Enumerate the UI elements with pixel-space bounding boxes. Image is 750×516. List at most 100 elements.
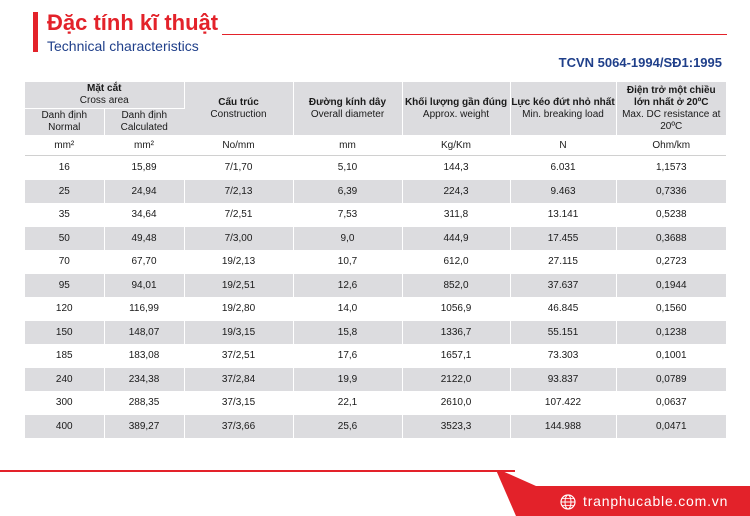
cell-breaking-load: 93.837 [510,367,617,391]
cell-calculated: 183,08 [104,344,185,368]
units-row: mm² mm² No/mm mm Kg/Km N Ohm/km [25,135,726,156]
cell-weight: 852,0 [402,273,511,297]
table-row: 150 148,07 19/3,15 15,8 1336,7 55.151 0,1238 [25,320,726,344]
cell-breaking-load: 37.637 [510,273,617,297]
cell-weight: 311,8 [402,203,511,227]
cell-normal: 16 [25,155,105,180]
cell-resistance: 0,1560 [616,297,726,321]
table-row: 25 24,94 7/2,13 6,39 224,3 9.463 0,7336 [25,179,726,203]
header-cross-area: Mặt cắt Cross area [25,82,185,109]
cell-resistance: 0,1238 [616,320,726,344]
cell-normal: 25 [25,179,105,203]
cell-diameter: 6,39 [293,179,403,203]
page-title: Đặc tính kĩ thuật [47,10,219,35]
unit-cell: mm [293,135,403,156]
cell-breaking-load: 6.031 [510,155,617,180]
cell-breaking-load: 73.303 [510,344,617,368]
cell-construction: 7/1,70 [184,155,294,180]
cell-construction: 7/2,51 [184,203,294,227]
header-subrow: Danh định Normal Danh định Calculated [25,108,726,135]
table-row: 95 94,01 19/2,51 12,6 852,0 37.637 0,1944 [25,273,726,297]
cell-calculated: 148,07 [104,320,185,344]
header-row: Mặt cắt Cross area Cấu trúc Construction… [25,82,726,135]
cell-calculated: 67,70 [104,250,185,274]
cell-calculated: 34,64 [104,203,185,227]
cell-resistance: 0,0471 [616,414,726,438]
title-divider [222,34,727,35]
cell-weight: 444,9 [402,226,511,250]
cell-normal: 240 [25,367,105,391]
cell-weight: 612,0 [402,250,511,274]
cell-calculated: 24,94 [104,179,185,203]
cell-resistance: 1,1573 [616,155,726,180]
table-row: 120 116,99 19/2,80 14,0 1056,9 46.845 0,1560 [25,297,726,321]
unit-cell: mm² [25,135,105,156]
page-subtitle: Technical characteristics [47,38,199,54]
cell-resistance: 0,5238 [616,203,726,227]
cell-breaking-load: 55.151 [510,320,617,344]
cell-resistance: 0,1001 [616,344,726,368]
cell-construction: 37/3,15 [184,391,294,415]
table-row: 16 15,89 7/1,70 5,10 144,3 6.031 1,1573 [25,155,726,180]
cell-construction: 19/2,80 [184,297,294,321]
unit-cell: N [510,135,617,156]
cell-normal: 150 [25,320,105,344]
table-row: 35 34,64 7/2,51 7,53 311,8 13.141 0,5238 [25,203,726,227]
cell-construction: 19/2,51 [184,273,294,297]
footer-divider [0,470,515,472]
cell-weight: 1657,1 [402,344,511,368]
cell-breaking-load: 107.422 [510,391,617,415]
cell-calculated: 49,48 [104,226,185,250]
website-link[interactable]: tranphucable.com.vn [583,493,729,509]
footer-bar [516,486,750,516]
cell-diameter: 25,6 [293,414,403,438]
cell-normal: 35 [25,203,105,227]
globe-icon [560,494,576,510]
cell-diameter: 10,7 [293,250,403,274]
table-row: 50 49,48 7/3,00 9,0 444,9 17.455 0,3688 [25,226,726,250]
standard-code: TCVN 5064-1994/SĐ1:1995 [558,55,722,70]
cell-resistance: 0,7336 [616,179,726,203]
title-accent-bar [33,12,38,52]
table-row: 400 389,27 37/3,66 25,6 3523,3 144.988 0,0471 [25,414,726,438]
table-row: 300 288,35 37/3,15 22,1 2610,0 107.422 0,0637 [25,391,726,415]
cell-breaking-load: 9.463 [510,179,617,203]
header-weight: Khối lượng gần đúng Approx. weight [402,82,511,135]
cell-diameter: 17,6 [293,344,403,368]
cell-construction: 7/2,13 [184,179,294,203]
cell-calculated: 15,89 [104,155,185,180]
unit-cell: Kg/Km [402,135,511,156]
cell-diameter: 9,0 [293,226,403,250]
table-row: 70 67,70 19/2,13 10,7 612,0 27.115 0,2723 [25,250,726,274]
header-resistance: Điện trở một chiều lớn nhất ở 20ºC Max. … [616,82,726,135]
cell-normal: 70 [25,250,105,274]
cell-weight: 144,3 [402,155,511,180]
table-row: 185 183,08 37/2,51 17,6 1657,1 73.303 0,1001 [25,344,726,368]
cell-diameter: 5,10 [293,155,403,180]
table-body: 16 15,89 7/1,70 5,10 144,3 6.031 1,1573 25 24,94… [25,155,726,438]
header-calculated: Danh định Calculated [104,108,184,135]
cell-diameter: 15,8 [293,320,403,344]
cell-normal: 50 [25,226,105,250]
cell-calculated: 389,27 [104,414,185,438]
unit-cell: No/mm [184,135,294,156]
table-row: 240 234,38 37/2,84 19,9 2122,0 93.837 0,0789 [25,367,726,391]
header-diameter: Đường kính dây Overall diameter [293,82,403,135]
cell-weight: 224,3 [402,179,511,203]
cell-construction: 37/2,84 [184,367,294,391]
cell-breaking-load: 144.988 [510,414,617,438]
cell-breaking-load: 27.115 [510,250,617,274]
cell-diameter: 19,9 [293,367,403,391]
header-construction: Cấu trúc Construction [184,82,294,135]
cell-normal: 120 [25,297,105,321]
cell-calculated: 288,35 [104,391,185,415]
cell-calculated: 116,99 [104,297,185,321]
cell-resistance: 0,0637 [616,391,726,415]
cell-calculated: 234,38 [104,367,185,391]
cell-resistance: 0,3688 [616,226,726,250]
cell-weight: 2610,0 [402,391,511,415]
cell-construction: 37/3,66 [184,414,294,438]
cell-weight: 1056,9 [402,297,511,321]
cell-calculated: 94,01 [104,273,185,297]
cell-weight: 1336,7 [402,320,511,344]
